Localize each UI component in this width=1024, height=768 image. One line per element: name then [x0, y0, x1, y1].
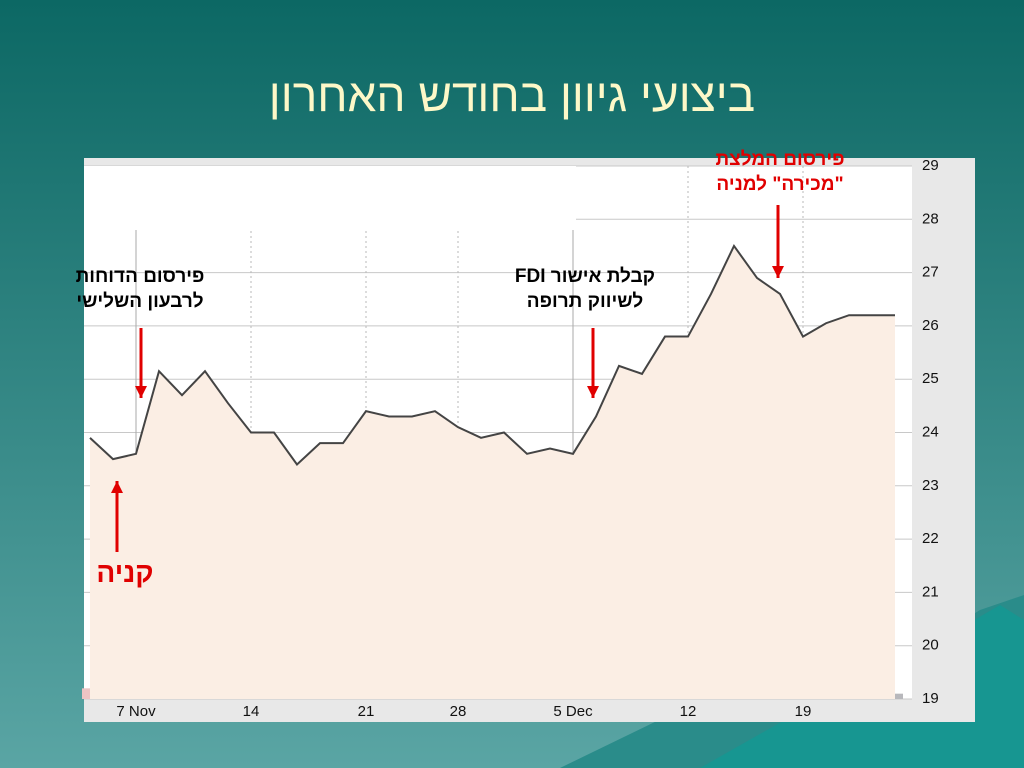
slide-title: ביצועי גיוון בחודש האחרון — [268, 69, 756, 121]
y-tick-label: 28 — [922, 210, 939, 227]
x-tick-label: 5 Dec — [553, 703, 593, 720]
annotation-line: קבלת אישור FDI — [514, 266, 656, 287]
annotation-line: פירסום המלצת — [715, 149, 845, 170]
y-tick-label: 25 — [922, 370, 939, 387]
y-tick-label: 22 — [922, 530, 939, 547]
y-tick-label: 23 — [922, 477, 939, 494]
annotation: פירסום הדוחות לרבעון השלישי — [40, 264, 240, 314]
y-tick-label: 27 — [922, 264, 939, 281]
y-tick-label: 20 — [922, 637, 939, 654]
x-tick-label: 19 — [795, 703, 812, 720]
annotation-line: לרבעון השלישי — [76, 291, 204, 312]
y-tick-label: 21 — [922, 583, 939, 600]
x-tick-label: 12 — [680, 703, 697, 720]
y-tick-label: 19 — [922, 690, 939, 707]
arrow-head — [135, 386, 147, 398]
x-tick-label: 28 — [450, 703, 467, 720]
annotation: קניה — [80, 556, 170, 590]
legend-box — [84, 166, 576, 230]
arrow-head — [772, 266, 784, 278]
y-tick-label: 24 — [922, 423, 939, 440]
x-tick-label: 21 — [358, 703, 375, 720]
annotation-line: "מכירה" למניה — [716, 174, 844, 195]
annotation-line: פירסום הדוחות — [75, 266, 205, 287]
y-tick-label: 26 — [922, 317, 939, 334]
annotation-line: לשיווק תרופה — [526, 291, 644, 312]
annotation: קבלת אישור FDI לשיווק תרופה — [480, 264, 690, 314]
arrow-head — [587, 386, 599, 398]
annotation: פירסום המלצת "מכירה" למניה — [680, 147, 880, 197]
arrow-head — [111, 481, 123, 493]
y-tick-label: 29 — [922, 157, 939, 174]
x-tick-label: 7 Nov — [116, 703, 156, 720]
area — [90, 245, 895, 699]
x-tick-label: 14 — [243, 703, 260, 720]
price-line — [89, 243, 895, 466]
annotation-line: קניה — [96, 557, 154, 588]
